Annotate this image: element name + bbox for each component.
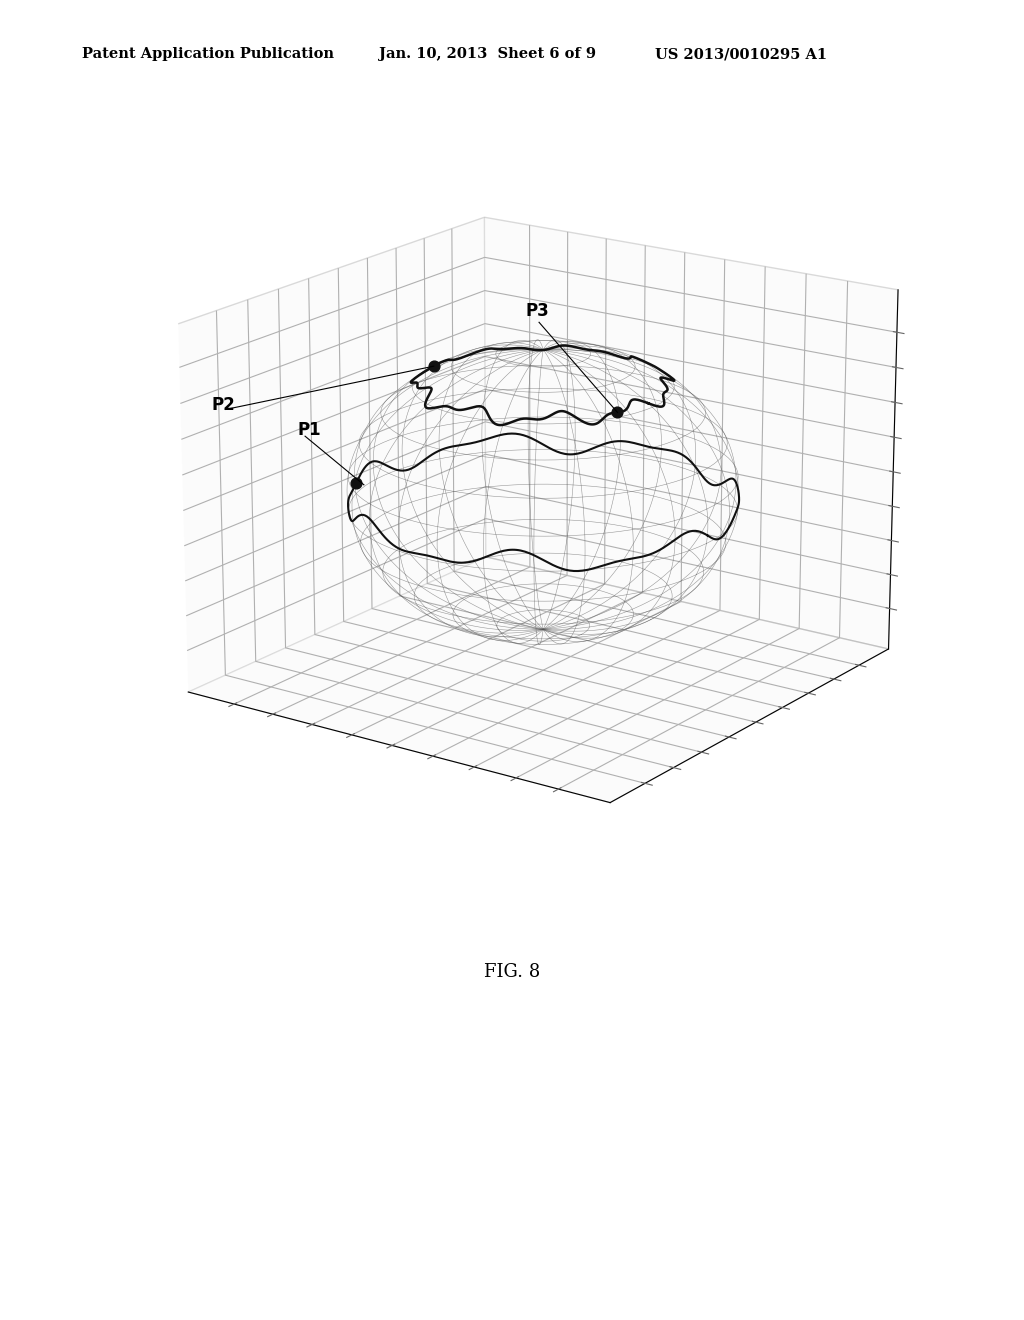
Text: US 2013/0010295 A1: US 2013/0010295 A1 <box>655 48 827 61</box>
Text: Jan. 10, 2013  Sheet 6 of 9: Jan. 10, 2013 Sheet 6 of 9 <box>379 48 596 61</box>
Text: FIG. 8: FIG. 8 <box>484 962 540 981</box>
Text: Patent Application Publication: Patent Application Publication <box>82 48 334 61</box>
